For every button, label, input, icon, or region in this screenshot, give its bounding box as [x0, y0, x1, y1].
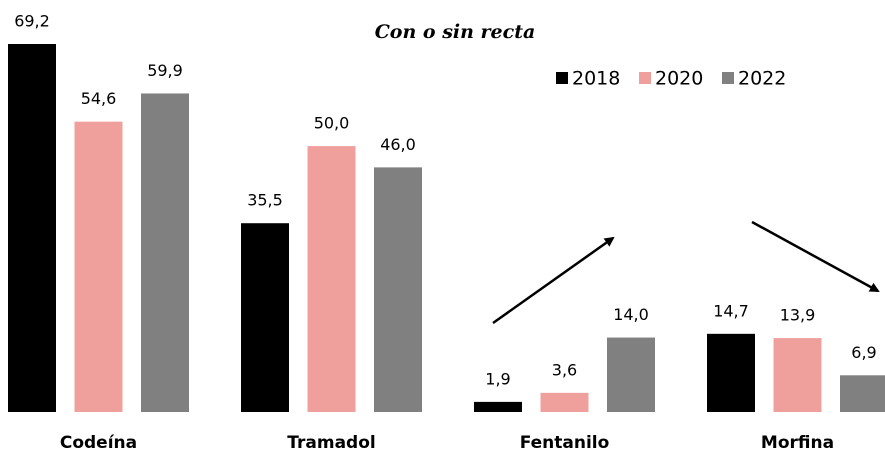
data-label: 14,0 — [613, 305, 649, 324]
data-label: 59,9 — [147, 61, 183, 80]
legend-swatch — [556, 72, 568, 84]
bar — [707, 333, 755, 412]
bar — [607, 337, 655, 412]
data-label: 54,6 — [81, 89, 117, 108]
data-label: 3,6 — [552, 360, 577, 379]
legend-label: 2018 — [572, 68, 620, 90]
data-label: 13,9 — [780, 306, 816, 325]
bar — [8, 44, 56, 412]
chart-title: Con o sin recta — [375, 21, 536, 43]
x-tick-label: Morfina — [761, 433, 834, 453]
bar — [74, 121, 123, 413]
data-label: 50,0 — [314, 114, 350, 133]
trend-arrow-down — [751, 220, 880, 293]
bar — [773, 338, 822, 412]
bar — [540, 392, 589, 412]
data-label: 69,2 — [14, 12, 50, 31]
data-label: 14,7 — [713, 301, 749, 320]
data-label: 35,5 — [247, 191, 283, 210]
bar — [307, 146, 356, 412]
x-tick-label: Fentanilo — [520, 433, 610, 453]
legend-label: 2020 — [655, 68, 703, 90]
trend-arrow-up — [492, 236, 615, 325]
bar — [241, 223, 289, 412]
x-tick-label: Tramadol — [287, 433, 375, 453]
data-label: 46,0 — [380, 135, 416, 154]
legend-swatch — [639, 72, 651, 84]
bar — [474, 401, 522, 412]
bar — [141, 93, 189, 412]
data-label: 1,9 — [485, 369, 510, 388]
legend-swatch — [722, 72, 734, 84]
bar — [840, 375, 885, 412]
data-label: 6,9 — [851, 343, 876, 362]
x-tick-label: Codeína — [60, 433, 137, 453]
legend-label: 2022 — [738, 68, 786, 90]
bar — [374, 167, 422, 412]
